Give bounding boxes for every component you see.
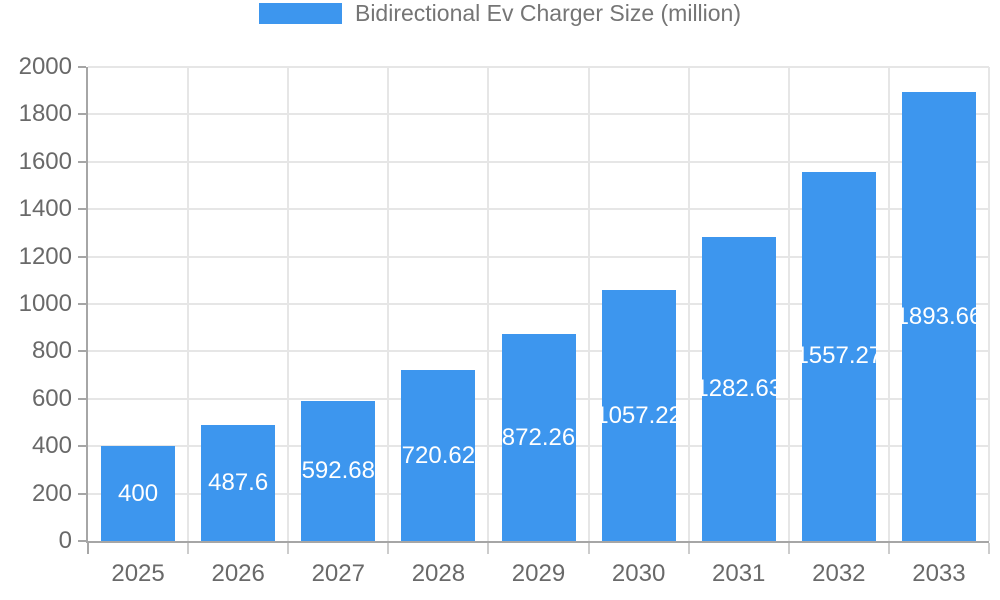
bar-2029[interactable]: 872.26: [501, 334, 576, 541]
y-gridline: [88, 113, 989, 116]
x-axis-tick: [487, 543, 490, 554]
y-axis-tick: [78, 255, 86, 258]
y-axis-tick: [78, 350, 86, 353]
bar-value-label: 1057.22: [601, 401, 676, 429]
y-axis-tick: [78, 303, 86, 305]
x-gridline: [187, 67, 190, 541]
x-gridline: [687, 67, 690, 541]
y-axis-label: 1400: [18, 195, 72, 223]
legend-label: Bidirectional Ev Charger Size (million): [354, 0, 742, 26]
y-gridline: [88, 208, 989, 211]
y-axis-tick: [78, 397, 86, 400]
y-gridline: [88, 255, 989, 258]
x-axis-label: 2031: [712, 560, 766, 587]
x-gridline: [587, 67, 590, 541]
bar-value-label: 1893.66: [901, 302, 976, 330]
x-axis-tick: [287, 543, 290, 554]
bar-value-label: 592.68: [301, 456, 375, 484]
x-axis-label: 2030: [611, 560, 666, 587]
x-axis-tick: [988, 543, 990, 554]
x-axis-label: 2027: [311, 560, 365, 587]
y-gridline: [88, 66, 989, 68]
x-axis-label: 2026: [211, 560, 265, 587]
x-gridline: [787, 67, 790, 541]
y-axis-tick: [78, 492, 86, 495]
x-axis-tick: [887, 543, 890, 554]
bar-value-label: 1282.63: [701, 375, 776, 402]
x-axis-tick: [187, 543, 190, 554]
bar-value-label: 1557.27: [801, 342, 876, 370]
y-axis-tick: [78, 445, 86, 448]
y-axis-label: 0: [58, 527, 72, 554]
y-axis-label: 800: [31, 337, 72, 365]
y-axis-label: 200: [31, 479, 72, 507]
bar-2030[interactable]: 1057.22: [601, 290, 676, 541]
y-axis-label: 1800: [18, 100, 72, 128]
x-gridline: [887, 67, 890, 541]
x-axis-tick: [387, 543, 390, 554]
x-axis-tick: [687, 543, 690, 554]
legend-swatch-icon: [258, 2, 342, 24]
y-axis-label: 2000: [18, 53, 72, 80]
y-gridline: [88, 160, 989, 163]
x-axis-label: 2025: [111, 560, 165, 587]
x-axis-tick: [587, 543, 590, 554]
legend[interactable]: Bidirectional Ev Charger Size (million): [0, 0, 1000, 26]
y-axis-label: 400: [31, 432, 72, 460]
x-axis-label: 2028: [411, 560, 466, 587]
y-axis-label: 1000: [18, 290, 72, 317]
y-axis-tick: [78, 66, 86, 68]
x-axis-tick: [87, 543, 89, 554]
bar-value-label: 872.26: [501, 423, 576, 451]
x-axis-line: [86, 541, 989, 543]
x-axis-label: 2032: [812, 560, 866, 587]
x-axis-label: 2033: [912, 560, 966, 587]
bar-2031[interactable]: 1282.63: [701, 237, 776, 541]
y-axis-label: 600: [31, 384, 72, 412]
x-gridline: [287, 67, 290, 541]
bar-2025[interactable]: 400: [101, 446, 176, 541]
bar-2027[interactable]: 592.68: [301, 400, 376, 541]
y-axis-tick: [78, 160, 86, 163]
bar-2028[interactable]: 720.62: [401, 370, 476, 541]
x-gridline: [487, 67, 490, 541]
bar-2033[interactable]: 1893.66: [901, 92, 976, 541]
x-axis-label: 2029: [511, 560, 566, 587]
y-axis-tick: [78, 113, 86, 116]
x-axis-tick: [787, 543, 790, 554]
y-axis-line: [86, 67, 88, 543]
y-axis-tick: [78, 208, 86, 211]
bar-2026[interactable]: 487.6: [201, 425, 276, 541]
y-axis-label: 1200: [18, 242, 72, 270]
bar-value-label: 487.6: [208, 469, 269, 497]
bar-value-label: 720.62: [401, 441, 476, 469]
bar-value-label: 400: [118, 479, 159, 507]
y-axis-label: 1600: [18, 147, 72, 175]
x-gridline: [387, 67, 390, 541]
x-gridline: [988, 67, 990, 541]
bar-2032[interactable]: 1557.27: [801, 171, 876, 541]
y-axis-tick: [78, 540, 86, 542]
y-gridline: [88, 303, 989, 305]
